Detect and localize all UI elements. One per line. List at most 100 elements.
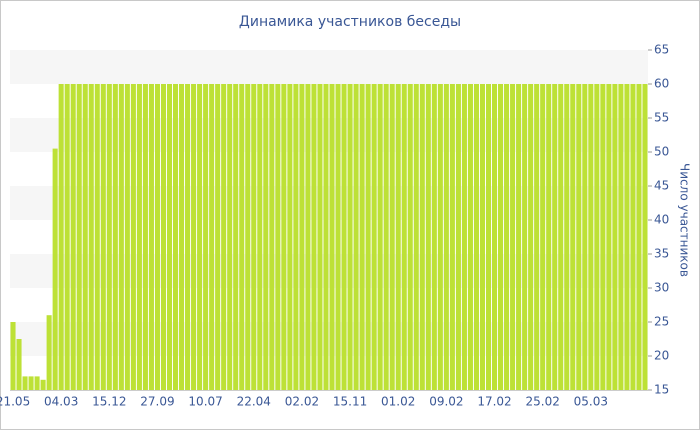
bar [624, 84, 630, 390]
bar [323, 84, 329, 390]
bar [618, 84, 624, 390]
x-tick-label: 22.04 [237, 395, 271, 409]
x-tick-label: 10.07 [188, 395, 222, 409]
bar [401, 84, 407, 390]
bar [28, 376, 34, 390]
bar [642, 84, 648, 390]
bar [365, 84, 371, 390]
bar [287, 84, 293, 390]
bar [172, 84, 179, 390]
bar [245, 84, 251, 390]
bar [516, 84, 522, 390]
bar [154, 84, 160, 390]
x-tick-label: 21.05 [0, 395, 30, 409]
bar [425, 84, 431, 390]
bar [552, 84, 558, 390]
bar [594, 84, 600, 390]
bar [293, 84, 299, 390]
bar [371, 84, 377, 390]
bar [407, 84, 413, 390]
y-axis-label: Число участников [678, 163, 692, 277]
bar [383, 84, 389, 390]
bar [389, 84, 395, 390]
bar [233, 84, 239, 390]
bar [64, 84, 70, 390]
bar [100, 84, 106, 390]
bar [16, 339, 22, 390]
bar [203, 84, 209, 390]
bar [160, 84, 167, 390]
bar [600, 84, 606, 390]
bar [612, 84, 618, 390]
bar [413, 84, 419, 390]
bar [437, 84, 443, 390]
bar [564, 84, 570, 390]
bar [166, 84, 173, 390]
bar [347, 84, 353, 390]
bar [305, 84, 311, 390]
bar [606, 84, 612, 390]
y-tick-label: 30 [654, 281, 669, 295]
bar [88, 84, 94, 390]
bar [377, 84, 383, 390]
bar [431, 84, 437, 390]
bar [191, 84, 197, 390]
bar [257, 84, 263, 390]
y-tick-label: 35 [654, 247, 669, 261]
x-tick-label: 17.02 [477, 395, 511, 409]
y-tick-label: 50 [654, 145, 669, 159]
x-tick-label: 02.02 [285, 395, 319, 409]
bar [106, 84, 112, 390]
bar [576, 84, 582, 390]
bar [118, 84, 124, 390]
bar [197, 84, 203, 390]
bar [588, 84, 594, 390]
bar [70, 84, 76, 390]
bar [46, 315, 52, 390]
bar [209, 84, 215, 390]
x-tick-label: 15.12 [92, 395, 126, 409]
bar [540, 84, 546, 390]
y-tick-label: 45 [654, 179, 669, 193]
y-tick-label: 60 [654, 77, 669, 91]
bar [179, 84, 185, 390]
bar [395, 84, 401, 390]
x-tick-label: 27.09 [140, 395, 174, 409]
bar [124, 84, 130, 390]
x-tick-label: 04.03 [44, 395, 78, 409]
bar [528, 84, 534, 390]
bar [491, 84, 498, 390]
bar [582, 84, 588, 390]
bar [136, 84, 142, 390]
bar [76, 84, 82, 390]
bar [94, 84, 100, 390]
bar [227, 84, 233, 390]
x-tick-label: 09.02 [429, 395, 463, 409]
bar [359, 84, 365, 390]
bar [353, 84, 359, 390]
x-tick-label: 01.02 [381, 395, 415, 409]
bar [40, 379, 46, 390]
bar [498, 84, 504, 390]
bar [449, 84, 455, 390]
y-tick-label: 25 [654, 315, 669, 329]
y-tick-label: 65 [654, 43, 669, 57]
bar [112, 84, 118, 390]
bar [317, 84, 323, 390]
bar [443, 84, 449, 390]
bar [299, 84, 305, 390]
bar [22, 376, 28, 390]
y-tick-label: 55 [654, 111, 669, 125]
bar [558, 84, 564, 390]
bar [479, 84, 486, 390]
bar [473, 84, 479, 390]
bar [630, 84, 636, 390]
bar [504, 84, 510, 390]
bar [52, 148, 58, 390]
bar [311, 84, 317, 390]
bar [534, 84, 540, 390]
bar [570, 84, 576, 390]
y-tick-label: 20 [654, 349, 669, 363]
bar [275, 84, 281, 390]
x-tick-label: 15.11 [333, 395, 367, 409]
